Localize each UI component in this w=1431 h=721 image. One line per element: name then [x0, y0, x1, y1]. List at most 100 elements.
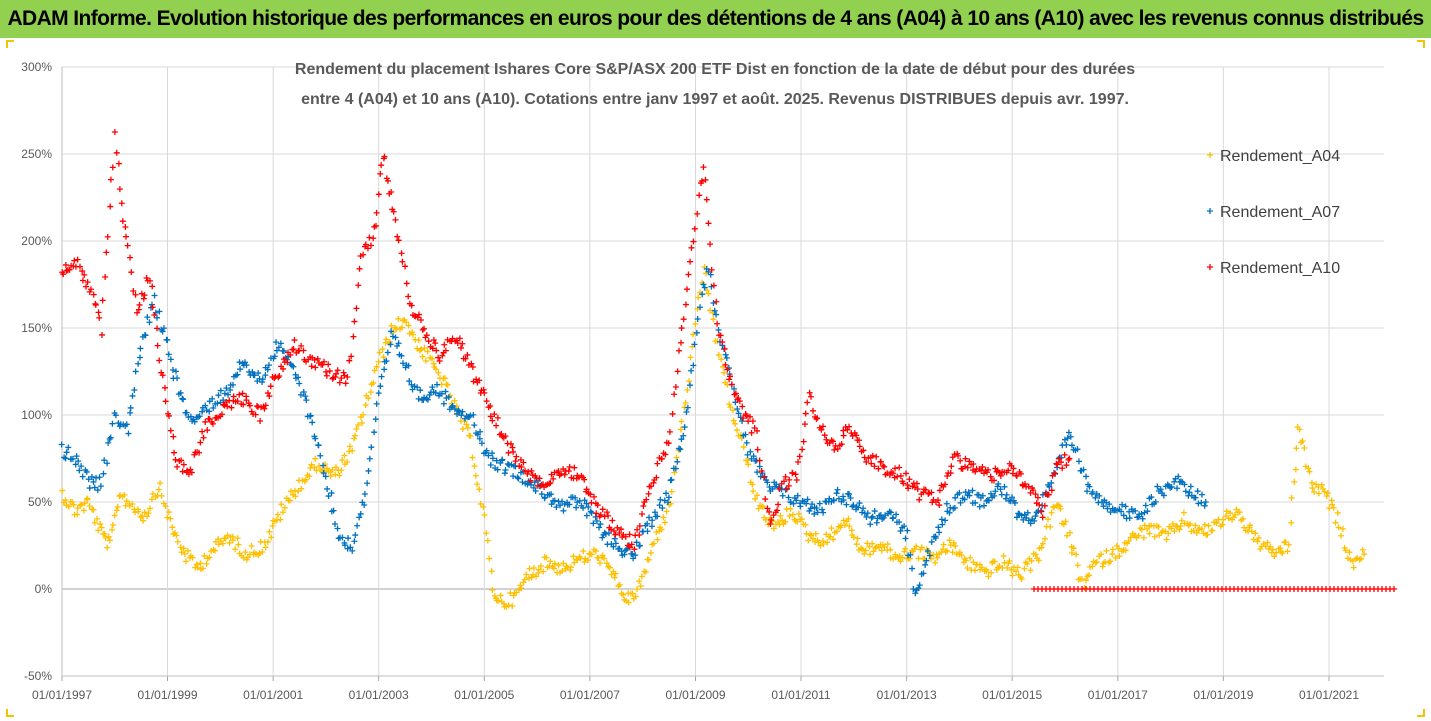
data-point: [1104, 505, 1111, 512]
data-point: [804, 496, 811, 503]
x-tick-label: 01/01/2003: [349, 688, 409, 702]
data-point: [261, 405, 268, 412]
data-point: [537, 562, 544, 569]
data-point: [290, 363, 297, 370]
data-point: [255, 370, 262, 377]
data-point: [1140, 534, 1147, 541]
data-point: [436, 357, 443, 364]
data-point: [317, 452, 324, 459]
data-point: [956, 489, 963, 496]
data-point: [581, 476, 588, 483]
data-point: [275, 344, 282, 351]
data-point: [939, 546, 946, 553]
data-point: [735, 394, 742, 401]
data-point: [278, 501, 285, 508]
data-point: [573, 504, 580, 511]
data-point: [306, 473, 313, 480]
data-point: [368, 444, 375, 451]
data-point: [666, 428, 673, 435]
data-point: [615, 583, 622, 590]
data-point: [1284, 548, 1291, 555]
data-point: [847, 495, 854, 502]
data-point: [1301, 444, 1308, 451]
data-point: [1330, 504, 1337, 511]
data-point: [648, 483, 655, 490]
data-point: [455, 407, 462, 414]
data-point: [703, 196, 710, 203]
data-point: [219, 540, 226, 547]
data-point: [264, 538, 271, 545]
data-point: [1163, 536, 1170, 543]
data-point: [60, 271, 67, 278]
data-point: [107, 176, 114, 183]
data-point: [1031, 517, 1038, 524]
data-point: [193, 561, 200, 568]
data-point: [801, 421, 808, 428]
data-point: [1346, 549, 1353, 556]
y-tick-label: 100%: [21, 408, 52, 422]
data-point: [1127, 534, 1134, 541]
data-point: [162, 398, 169, 405]
data-point: [1064, 532, 1071, 539]
data-point: [177, 544, 184, 551]
data-point: [180, 545, 187, 552]
data-point: [334, 367, 341, 374]
data-point: [734, 405, 741, 412]
data-point: [96, 474, 103, 481]
data-point: [155, 486, 162, 493]
data-point: [744, 451, 751, 458]
data-point: [78, 463, 85, 470]
data-point: [156, 357, 163, 364]
data-point: [1186, 489, 1193, 496]
x-tick-label: 01/01/2009: [665, 688, 725, 702]
data-point: [1105, 559, 1112, 566]
data-point: [312, 435, 319, 442]
data-point: [135, 360, 142, 367]
data-point: [418, 346, 425, 353]
data-point: [354, 522, 361, 529]
data-point: [1050, 503, 1057, 510]
data-point: [660, 514, 667, 521]
data-point: [759, 503, 766, 510]
data-point: [533, 573, 540, 580]
data-point: [476, 486, 483, 493]
data-point: [966, 458, 973, 465]
data-point: [485, 452, 492, 459]
data-point: [252, 411, 259, 418]
data-point: [458, 412, 465, 419]
data-point: [750, 453, 757, 460]
data-point: [1318, 481, 1325, 488]
series-rendement-a04: [59, 264, 1368, 610]
data-point: [520, 579, 527, 586]
data-point: [105, 533, 112, 540]
data-point: [90, 506, 97, 513]
data-point: [897, 558, 904, 565]
data-point: [1181, 481, 1188, 488]
data-point: [471, 422, 478, 429]
data-point: [502, 466, 509, 473]
data-point: [130, 287, 137, 294]
data-point: [914, 486, 921, 493]
data-point: [651, 509, 658, 516]
y-tick-label: 0%: [35, 582, 53, 596]
data-point: [1311, 489, 1318, 496]
data-point: [583, 500, 590, 507]
data-point: [768, 517, 775, 524]
data-point: [531, 479, 538, 486]
data-point: [402, 263, 409, 270]
data-point: [650, 479, 657, 486]
data-point: [597, 511, 604, 518]
data-point: [1358, 555, 1365, 562]
data-point: [636, 578, 643, 585]
data-point: [1068, 550, 1075, 557]
data-point: [199, 428, 206, 435]
data-point: [794, 492, 801, 499]
data-point: [296, 380, 303, 387]
y-tick-label: 200%: [21, 234, 52, 248]
data-point: [154, 325, 161, 332]
data-point: [902, 470, 909, 477]
data-point: [1175, 473, 1182, 480]
data-point: [957, 457, 964, 464]
data-point: [802, 410, 809, 417]
data-point: [833, 490, 840, 497]
